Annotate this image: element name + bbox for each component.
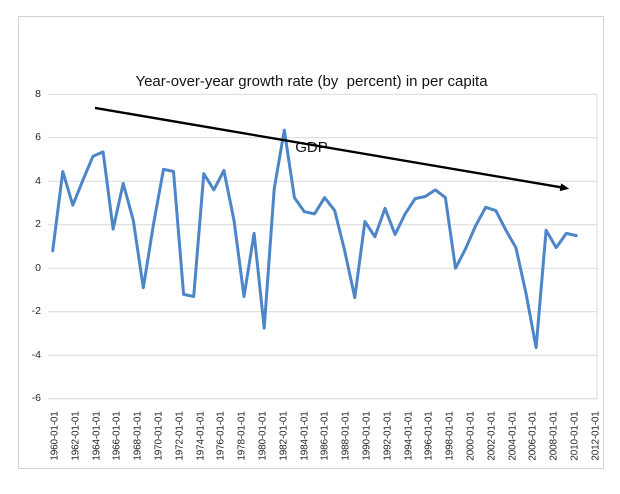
x-axis-tick-label: 1986-01-01 <box>319 411 331 461</box>
y-axis-tick-label: 0 <box>35 261 41 274</box>
x-axis-tick-label: 1970-01-01 <box>153 411 165 461</box>
x-axis-tick-label: 1974-01-01 <box>195 411 207 461</box>
gdp-growth-line <box>51 128 578 350</box>
x-axis-tick-label: 2012-01-01 <box>590 411 602 461</box>
y-axis-tick-label: 2 <box>35 218 41 231</box>
x-axis-tick-label: 1982-01-01 <box>278 411 290 461</box>
y-axis-tick-label: 8 <box>35 87 41 100</box>
y-axis-tick-label: -4 <box>31 348 41 361</box>
x-axis-tick-label: 1990-01-01 <box>361 411 373 461</box>
x-axis-tick-label: 1988-01-01 <box>340 411 352 461</box>
x-axis-tick-label: 1960-01-01 <box>49 411 61 461</box>
x-axis-tick-label: 1976-01-01 <box>215 411 227 461</box>
chart-border <box>18 16 604 469</box>
x-axis-tick-label: 1994-01-01 <box>403 411 415 461</box>
x-axis-tick-label: 1996-01-01 <box>423 411 435 461</box>
x-axis-tick-label: 1964-01-01 <box>91 411 103 461</box>
x-axis-tick-label: 1980-01-01 <box>257 411 269 461</box>
x-axis-tick-label: 1984-01-01 <box>299 411 311 461</box>
chart-title: Year-over-year growth rate (by percent) … <box>18 27 605 203</box>
x-axis-tick-label: 2002-01-01 <box>486 411 498 461</box>
x-axis-tick-label: 1966-01-01 <box>111 411 123 461</box>
x-axis-tick-label: 1972-01-01 <box>174 411 186 461</box>
x-axis-tick-label: 2006-01-01 <box>527 411 539 461</box>
y-axis-tick-label: 4 <box>35 174 41 187</box>
x-axis-tick-label: 2008-01-01 <box>548 411 560 461</box>
y-axis-tick-label: -6 <box>31 392 41 405</box>
x-axis-tick-label: 2004-01-01 <box>507 411 519 461</box>
x-axis-tick-label: 1968-01-01 <box>132 411 144 461</box>
y-axis-tick-label: 6 <box>35 131 41 144</box>
trend-arrow <box>94 106 570 192</box>
x-axis-tick-label: 1978-01-01 <box>236 411 248 461</box>
chart-title-line1: Year-over-year growth rate (by percent) … <box>135 73 488 90</box>
x-axis-tick-label: 2000-01-01 <box>465 411 477 461</box>
x-axis-tick-label: 1962-01-01 <box>70 411 82 461</box>
x-axis-tick-label: 1992-01-01 <box>382 411 394 461</box>
x-axis-tick-label: 2010-01-01 <box>569 411 581 461</box>
y-axis-tick-label: -2 <box>31 305 41 318</box>
x-axis-tick-label: 1998-01-01 <box>444 411 456 461</box>
